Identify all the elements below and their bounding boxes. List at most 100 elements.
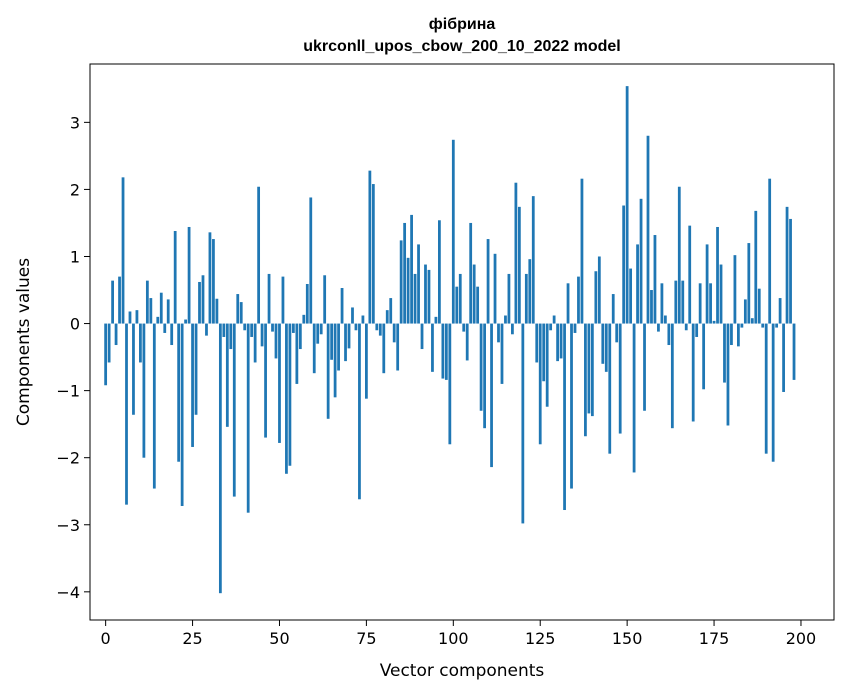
bar-57 (302, 314, 306, 324)
bar-18 (166, 299, 170, 324)
bar-42 (250, 323, 254, 337)
bar-63 (323, 275, 327, 324)
bar-97 (441, 323, 445, 379)
x-tick-label-175: 175 (699, 629, 730, 648)
bar-25 (191, 323, 194, 447)
bar-31 (212, 239, 215, 324)
bar-11 (142, 323, 146, 458)
bar-93 (427, 269, 431, 324)
y-tick-label--3: −3 (56, 516, 80, 535)
bar-95 (434, 316, 438, 324)
bar-55 (295, 323, 299, 384)
bar-175 (712, 320, 716, 324)
bar-157 (650, 290, 653, 324)
bar-54 (291, 323, 295, 333)
bar-0 (104, 323, 108, 386)
bar-178 (723, 323, 726, 383)
y-tick-label-0: 0 (70, 315, 80, 334)
bar-110 (486, 239, 490, 324)
bar-182 (737, 323, 740, 347)
bar-170 (695, 323, 699, 337)
bar-88 (410, 214, 413, 324)
bar-134 (570, 323, 573, 489)
bar-122 (528, 259, 532, 324)
bar-120 (521, 323, 525, 524)
bar-141 (594, 271, 598, 324)
bar-16 (159, 292, 163, 324)
bar-1 (107, 323, 111, 363)
bar-126 (542, 323, 546, 382)
bar-9 (135, 310, 139, 324)
bar-174 (709, 283, 712, 324)
bar-46 (264, 323, 267, 438)
bar-86 (403, 222, 407, 324)
bar-34 (222, 323, 226, 337)
bar-193 (775, 323, 779, 328)
bar-161 (663, 315, 667, 324)
bar-12 (145, 280, 149, 324)
x-tick-label-150: 150 (612, 629, 643, 648)
bar-84 (396, 323, 400, 371)
plot-frame (89, 63, 835, 621)
bar-99 (448, 323, 452, 445)
bar-33 (218, 323, 222, 594)
bar-91 (420, 323, 424, 350)
bar-184 (743, 299, 747, 324)
bar-73 (358, 323, 361, 500)
bar-14 (152, 323, 156, 489)
bar-98 (444, 323, 448, 380)
bar-142 (597, 256, 601, 324)
bar-80 (382, 323, 386, 374)
bar-155 (643, 323, 646, 411)
bar-144 (604, 323, 608, 372)
bar-70 (347, 323, 351, 349)
bar-143 (601, 323, 605, 364)
bar-121 (524, 273, 528, 324)
bar-102 (458, 273, 462, 324)
bar-23 (184, 319, 187, 324)
bar-26 (194, 323, 198, 415)
bar-76 (368, 170, 372, 324)
bar-89 (413, 273, 417, 324)
bar-150 (625, 86, 629, 324)
bar-109 (483, 323, 486, 429)
bar-87 (406, 257, 410, 324)
bar-43 (253, 323, 257, 363)
bar-92 (424, 264, 427, 324)
bar-96 (438, 220, 441, 324)
bar-2 (111, 280, 114, 324)
bar-94 (431, 323, 434, 372)
y-axis-ticks: −4 −3 −2 −1 0 1 2 3 (56, 113, 90, 602)
bar-151 (629, 268, 633, 324)
x-axis-ticks: 0 25 50 75 100 125 150 175 200 (101, 620, 816, 648)
bar-147 (615, 323, 619, 343)
bar-127 (545, 323, 549, 407)
bar-17 (163, 323, 167, 333)
bar-27 (198, 281, 201, 324)
bar-189 (761, 323, 765, 328)
bar-4 (118, 276, 121, 324)
bar-107 (476, 286, 480, 324)
bar-61 (316, 323, 320, 344)
bar-40 (243, 323, 247, 331)
y-tick-label-1: 1 (70, 247, 80, 266)
bar-37 (232, 323, 236, 497)
y-tick-label--2: −2 (56, 449, 80, 468)
bar-41 (246, 323, 250, 513)
bar-125 (538, 323, 542, 445)
bar-192 (771, 323, 775, 462)
bar-190 (764, 323, 768, 454)
bar-165 (677, 186, 681, 324)
bar-22 (180, 323, 184, 506)
bar-81 (385, 310, 389, 324)
bar-136 (577, 276, 580, 324)
bar-171 (698, 283, 702, 324)
bar-78 (375, 323, 379, 331)
x-tick-label-125: 125 (525, 629, 556, 648)
bar-187 (754, 210, 758, 324)
bar-108 (479, 323, 483, 411)
bar-128 (549, 323, 553, 331)
bar-3 (114, 323, 118, 346)
bar-69 (344, 323, 347, 362)
y-tick-label-3: 3 (70, 113, 80, 132)
